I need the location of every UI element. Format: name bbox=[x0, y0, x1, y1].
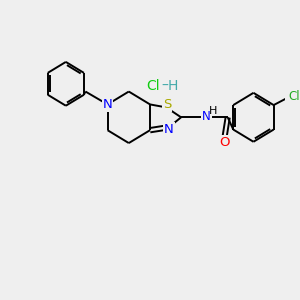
Text: N: N bbox=[164, 123, 174, 136]
Text: S: S bbox=[163, 98, 171, 111]
Text: –: – bbox=[161, 79, 168, 93]
Text: Cl: Cl bbox=[146, 79, 160, 93]
Text: Cl: Cl bbox=[289, 90, 300, 103]
Text: O: O bbox=[219, 136, 229, 149]
Text: H: H bbox=[209, 106, 218, 116]
Text: H: H bbox=[168, 79, 178, 93]
Text: N: N bbox=[103, 98, 112, 111]
Text: N: N bbox=[202, 110, 211, 123]
